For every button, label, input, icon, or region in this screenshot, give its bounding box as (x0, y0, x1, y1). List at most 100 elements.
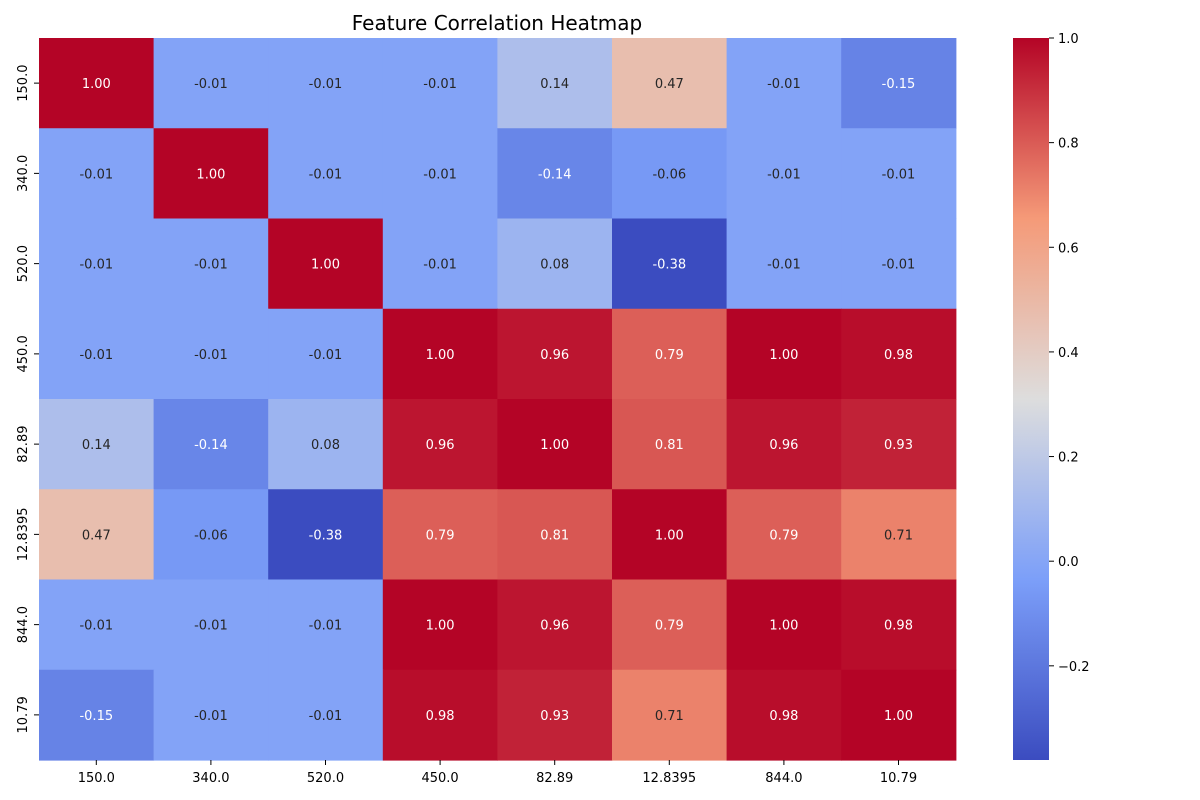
cell-value-label: 0.79 (655, 619, 684, 634)
heatmap-cell (39, 489, 155, 581)
cell-value-label: -0.14 (538, 167, 572, 182)
heatmap-cell (497, 399, 613, 490)
x-tick-label: 82.89 (536, 771, 573, 786)
y-axis-ticks: 150.0 340.0 520.0 450.0 82.89 12.8395 844.0 10.… (16, 65, 39, 733)
heatmap-cell (726, 669, 842, 761)
cell-value-label: 1.00 (311, 258, 340, 273)
cell-value-label: -0.15 (79, 709, 113, 724)
cell-value-label: -0.01 (423, 167, 457, 182)
heatmap-cell (841, 308, 957, 400)
x-tick-label: 12.8395 (642, 771, 696, 786)
heatmap-cell (39, 669, 155, 761)
cell-value-label: -0.01 (309, 709, 343, 724)
cell-value-label: -0.01 (79, 619, 113, 634)
cell-value-label: -0.01 (423, 258, 457, 273)
cell-value-label: -0.38 (309, 528, 343, 543)
cell-value-label: 0.79 (769, 528, 798, 543)
heatmap-cell (497, 308, 613, 400)
x-tick-label: 450.0 (421, 771, 458, 786)
cell-value-label: 0.47 (655, 77, 684, 92)
cell-value-label: 0.79 (426, 528, 455, 543)
colorbar-tick-label: 0.4 (1058, 346, 1079, 361)
heatmap-cell (268, 218, 384, 310)
cell-value-label: -0.01 (309, 167, 343, 182)
heatmap-cell (268, 399, 384, 490)
cell-value-label: -0.01 (767, 258, 801, 273)
cell-value-label: -0.01 (194, 619, 228, 634)
heatmap-cell (268, 579, 384, 671)
heatmap-cell (841, 128, 957, 220)
heatmap-cell (268, 669, 384, 761)
cell-value-label: 0.98 (884, 348, 913, 363)
heatmap-cell (726, 489, 842, 581)
colorbar-tick-label: 0.8 (1058, 137, 1079, 152)
cell-value-label: 0.98 (426, 709, 455, 724)
heatmap-cell (726, 399, 842, 490)
cell-value-label: 1.00 (769, 348, 798, 363)
y-tick-label: 12.8395 (16, 507, 31, 561)
heatmap-cell (153, 308, 269, 400)
heatmap-cell (612, 669, 728, 761)
heatmap-cell (268, 38, 384, 129)
heatmap-cell (39, 38, 155, 129)
cell-value-label: -0.01 (194, 258, 228, 273)
heatmap-cell (612, 399, 728, 490)
heatmap-cell (497, 218, 613, 310)
cell-value-label: 1.00 (540, 438, 569, 453)
heatmap-cell (382, 669, 498, 761)
heatmap-cell (612, 579, 728, 671)
x-tick-label: 10.79 (880, 771, 917, 786)
cell-value-label: 0.14 (82, 438, 111, 453)
heatmap-cell (39, 218, 155, 310)
chart-title: Feature Correlation Heatmap (352, 11, 642, 35)
heatmap-cell (612, 128, 728, 220)
cell-value-label: 0.96 (540, 348, 569, 363)
cell-value-label: -0.01 (309, 77, 343, 92)
heatmap-cell (153, 38, 269, 129)
heatmap-cell (841, 489, 957, 581)
heatmap-cell (153, 128, 269, 220)
cell-value-label: -0.01 (882, 167, 916, 182)
heatmap-cell (153, 399, 269, 490)
cell-value-label: 0.81 (540, 528, 569, 543)
heatmap-cell (497, 579, 613, 671)
heatmap-cell (497, 489, 613, 581)
cell-value-label: -0.06 (194, 528, 228, 543)
cell-value-label: 0.08 (311, 438, 340, 453)
heatmap-cell (153, 489, 269, 581)
heatmap-cell (841, 38, 957, 129)
cell-value-label: 1.00 (884, 709, 913, 724)
y-tick-label: 150.0 (16, 65, 31, 102)
x-tick-label: 844.0 (765, 771, 802, 786)
cell-value-label: 0.98 (884, 619, 913, 634)
cell-value-label: -0.14 (194, 438, 228, 453)
cell-value-label: -0.01 (423, 77, 457, 92)
heatmap-cell (268, 489, 384, 581)
cell-value-label: 1.00 (196, 167, 225, 182)
cell-value-label: -0.06 (652, 167, 686, 182)
y-tick-label: 10.79 (16, 696, 31, 733)
heatmap-cell (612, 308, 728, 400)
heatmap-cells: 1.00 -0.01 -0.01 -0.01 0.14 0.47 -0.01 -0.15 -0.… (39, 38, 957, 761)
cell-value-label: 1.00 (769, 619, 798, 634)
cell-value-label: -0.01 (79, 258, 113, 273)
cell-value-label: 1.00 (82, 77, 111, 92)
cell-value-label: -0.38 (652, 258, 686, 273)
y-tick-label: 520.0 (16, 245, 31, 282)
cell-value-label: 0.96 (426, 438, 455, 453)
y-tick-label: 82.89 (16, 426, 31, 463)
heatmap-cell (382, 38, 498, 129)
cell-value-label: 0.81 (655, 438, 684, 453)
cell-value-label: 0.98 (769, 709, 798, 724)
cell-value-label: 0.08 (540, 258, 569, 273)
cell-value-label: 1.00 (655, 528, 684, 543)
colorbar-tick-label: −0.2 (1058, 660, 1090, 675)
cell-value-label: -0.01 (767, 77, 801, 92)
cell-value-label: -0.01 (194, 348, 228, 363)
cell-value-label: -0.01 (882, 258, 916, 273)
heatmap-cell (39, 128, 155, 220)
cell-value-label: 0.93 (540, 709, 569, 724)
heatmap-cell (382, 489, 498, 581)
heatmap-cell (382, 308, 498, 400)
